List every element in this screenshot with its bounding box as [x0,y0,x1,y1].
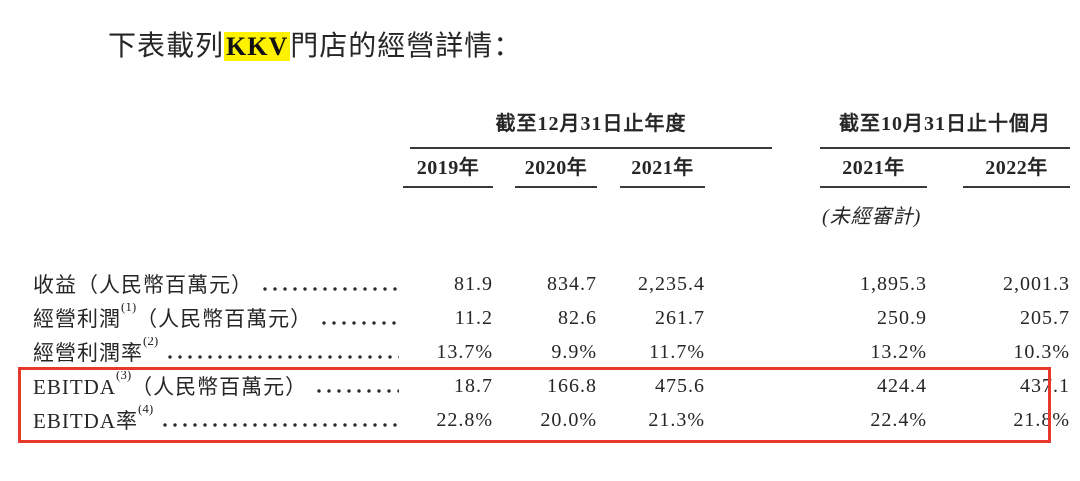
cell-value: 424.4 [877,374,927,397]
dot-leader [160,405,399,435]
cell-value: 11.2 [454,306,493,329]
title-suffix: 門店的經營詳情： [290,31,523,62]
col-header-2019: 2019年 [403,156,493,188]
column-group-annual: 截至12月31日止年度 [495,113,687,135]
cell-value: 9.9% [551,340,597,363]
table-row-operating-profit: 經營利潤(1)（人民幣百萬元） 11.2 82.6 261.7 250.9 20… [33,301,1070,335]
table-body: 收益（人民幣百萬元） 81.9 834.7 2,235.4 1,895.3 2,… [33,267,1070,437]
dot-leader [319,303,399,333]
cell-value: 22.4% [870,408,927,431]
row-label-footnote: (1) [121,303,137,314]
cell-value: 2,235.4 [638,272,705,295]
row-label-text: 經營利潤(1)（人民幣百萬元） [33,303,312,333]
page-title: 下表載列KKV門店的經營詳情： [108,30,522,64]
group-rule-annual [410,147,772,149]
col-header-cell: 2019年 [403,156,493,188]
cell-value: 21.3% [648,408,705,431]
title-highlight-kkv: KKV [224,32,291,61]
row-label-main: EBITDA [33,375,116,399]
row-label-suffix: （人民幣百萬元） [131,375,308,399]
cell-value: 437.1 [1020,374,1070,397]
cell-value: 11.7% [649,340,705,363]
row-label: EBITDA率(4) [33,405,403,435]
table-row-ebitda: EBITDA(3)（人民幣百萬元） 18.7 166.8 475.6 424.4… [33,369,1070,403]
row-label-main: 收益（人民幣百萬元） [33,273,253,297]
row-label: 經營利潤(1)（人民幣百萬元） [33,303,403,333]
spacer-cell [33,156,403,188]
row-label-main: EBITDA率 [33,409,138,433]
cell-value: 1,895.3 [860,272,927,295]
cell-value: 21.8% [1013,408,1070,431]
row-label: 經營利潤率(2) [33,337,403,367]
cell-value: 834.7 [547,272,597,295]
row-label-footnote: (2) [143,337,159,348]
row-label-footnote: (3) [116,371,132,382]
row-label: EBITDA(3)（人民幣百萬元） [33,371,403,401]
table-row-operating-margin: 經營利潤率(2) 13.7% 9.9% 11.7% 13.2% 10.3% [33,335,1070,369]
col-header-2020: 2020年 [515,156,597,188]
dot-leader [260,269,399,299]
cell-value: 250.9 [877,306,927,329]
cell-value: 82.6 [558,306,597,329]
row-label-text: EBITDA率(4) [33,405,153,435]
col-header-2021-10m: 2021年 [820,156,927,188]
cell-value: 166.8 [547,374,597,397]
row-label-text: EBITDA(3)（人民幣百萬元） [33,371,307,401]
title-prefix: 下表載列 [108,31,225,62]
dot-leader [314,371,399,401]
cell-value: 20.0% [540,408,597,431]
col-header-cell: 2021年 [597,156,705,188]
column-group-ten-months: 截至10月31日止十個月 [839,113,1051,135]
dot-leader [165,337,399,367]
col-header-2021: 2021年 [620,156,705,188]
cell-value: 81.9 [454,272,493,295]
row-label-main: 經營利潤 [33,307,121,331]
table-row-revenue: 收益（人民幣百萬元） 81.9 834.7 2,235.4 1,895.3 2,… [33,267,1070,301]
row-label-text: 收益（人民幣百萬元） [33,269,253,299]
cell-value: 22.8% [436,408,493,431]
cell-value: 10.3% [1013,340,1070,363]
cell-value: 475.6 [655,374,705,397]
year-header-row: 2019年 2020年 2021年 2021年 2022年 [33,156,1070,188]
cell-value: 205.7 [1020,306,1070,329]
col-header-cell: 2021年 [705,156,927,188]
cell-value: 13.7% [436,340,493,363]
cell-value: 2,001.3 [1003,272,1070,295]
col-header-cell: 2022年 [927,156,1070,188]
row-label-main: 經營利潤率 [33,341,143,365]
table-row-ebitda-margin: EBITDA率(4) 22.8% 20.0% 21.3% 22.4% 21.8% [33,403,1070,437]
cell-value: 18.7 [454,374,493,397]
cell-value: 261.7 [655,306,705,329]
row-label-footnote: (4) [138,405,154,416]
col-header-cell: 2020年 [493,156,597,188]
unaudited-note: (未經審計) [822,206,922,228]
row-label-suffix: （人民幣百萬元） [136,307,313,331]
row-label: 收益（人民幣百萬元） [33,269,403,299]
col-header-2022-10m: 2022年 [963,156,1070,188]
cell-value: 13.2% [870,340,927,363]
group-rule-ten-months [820,147,1070,149]
row-label-text: 經營利潤率(2) [33,337,158,367]
